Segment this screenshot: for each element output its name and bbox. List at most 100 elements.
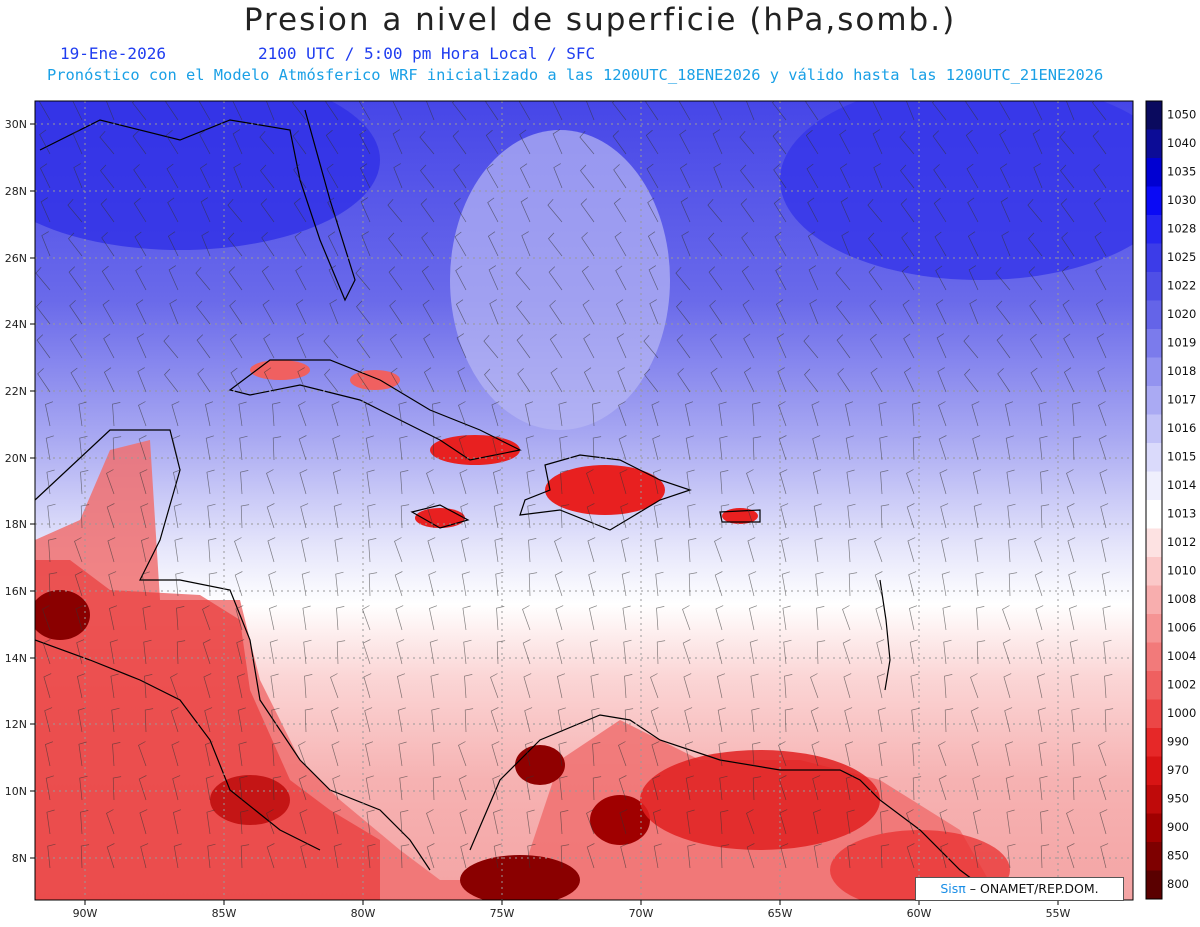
wind-barb [135,265,147,291]
wind-barb [1072,776,1082,801]
wind-barb [970,707,979,733]
wind-barb [364,707,373,733]
colorbar-label: 1010 [1167,564,1196,578]
colorbar-swatch [1146,101,1162,130]
wind-barb [906,843,915,869]
wind-barb [554,571,563,597]
wind-barb [682,639,691,665]
wind-barb [878,401,887,427]
wind-barb [199,129,211,155]
wind-barb [202,605,211,631]
wind-barb [940,537,950,563]
lon-label: 90W [73,907,98,920]
wind-barb [388,266,403,291]
wind-barb [558,401,567,427]
lat-label: 10N [5,785,27,798]
wind-barb [746,809,755,835]
wind-barb [205,775,214,801]
wind-barb [868,232,883,257]
wind-barb [47,503,56,529]
wind-barb [1060,198,1075,223]
wind-barb [490,707,499,733]
wind-barb [720,844,730,869]
wind-barb [807,197,819,223]
wind-barb [143,639,152,665]
wind-barb [653,843,662,869]
colorbar-frame [1145,100,1163,900]
colorbar-label: 1040 [1167,136,1196,150]
wind-barb [846,809,855,835]
wind-barb [1004,707,1013,733]
wind-barb [332,435,341,461]
wind-barb [972,469,982,495]
wind-barb [487,197,499,223]
wind-barb [1093,197,1107,223]
wind-barb [390,367,403,393]
wind-barb [907,537,916,563]
wind-barb [103,333,115,359]
wind-barb [685,775,694,801]
wind-barb [592,776,602,801]
wind-barb [272,776,282,801]
wind-barb [807,231,819,257]
map-frame [34,100,1134,901]
wind-barb [650,673,659,699]
wind-barb [333,503,342,529]
wind-barb [528,572,538,597]
colorbar-label: 1000 [1167,706,1196,720]
wind-barb [144,708,154,733]
wind-barb [746,469,755,495]
wind-barb [976,640,986,665]
wind-barb [938,741,947,767]
wind-barb [969,299,979,325]
wind-barb [965,129,979,155]
wind-barb [140,843,149,869]
wind-barb [903,333,915,359]
wind-barb [646,163,659,189]
wind-barb [140,537,150,563]
wind-barb [132,101,147,121]
wind-barb [547,198,563,223]
wind-barb [488,265,499,291]
wind-barb [234,537,243,563]
wind-barb [779,809,788,835]
wind-barb [808,265,819,291]
colorbar-label: 950 [1167,792,1189,806]
wind-barb [260,164,275,189]
wind-barb [714,571,723,597]
wind-barb [263,367,275,393]
wind-barb [773,197,787,223]
wind-barb [745,101,755,121]
wind-barb [110,673,119,699]
colorbar-label: 1016 [1167,421,1196,435]
wind-barb [106,809,115,835]
wind-barb [780,537,790,563]
wind-barb [332,775,341,801]
wind-barb [906,469,915,495]
wind-barb [138,401,147,427]
colorbar-swatch [1146,414,1162,444]
wind-barb [975,571,984,597]
wind-barb [1027,198,1043,223]
wind-barb [998,101,1011,121]
wind-barb [912,742,921,767]
wind-barb [174,537,183,563]
wind-barb [973,843,982,869]
wind-barb [586,843,595,869]
wind-barb [359,129,371,155]
lon-label: 75W [490,907,515,920]
wind-barb [1100,503,1109,529]
wind-barb [138,435,147,461]
wind-barb [683,673,692,699]
wind-barb [485,129,499,155]
wind-barb [76,639,85,665]
wind-barb [232,129,243,155]
wind-barb [361,231,371,257]
valid-time: 2100 UTC / 5:00 pm Hora Local / SFC [258,44,596,63]
wind-barb [870,367,883,393]
wind-barb [228,232,243,257]
wind-barb [457,367,467,393]
lat-label: 28N [5,185,27,198]
wind-barb [364,401,374,427]
wind-barb [132,130,147,155]
